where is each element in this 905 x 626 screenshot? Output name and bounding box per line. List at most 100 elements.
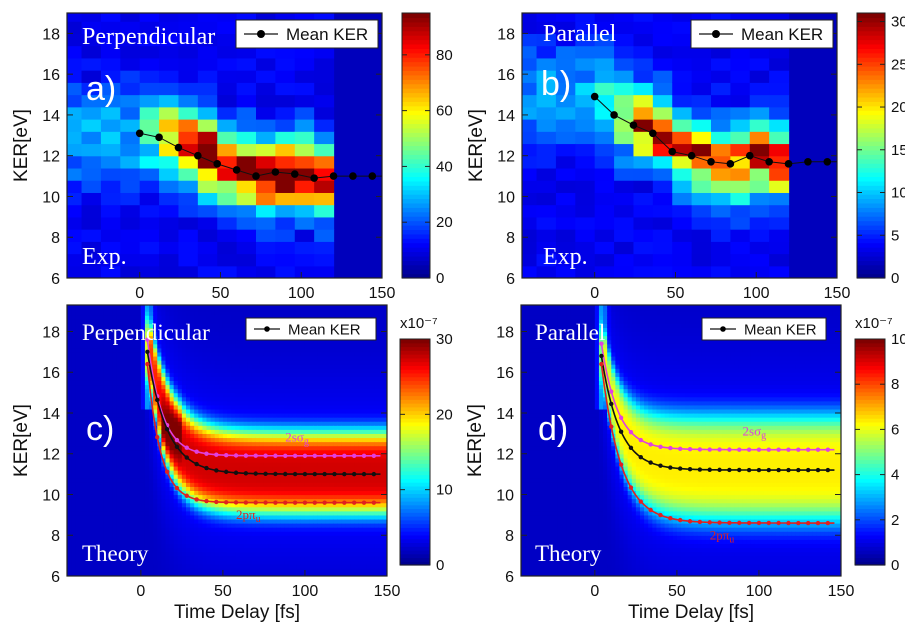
heatmap-cell (67, 506, 72, 512)
heatmap-cell (276, 518, 281, 524)
heatmap-cell (239, 478, 245, 483)
heatmap-cell (87, 567, 93, 573)
heatmap-cell (120, 384, 126, 390)
colorbar-segment (402, 57, 430, 63)
heatmap-cell (132, 347, 138, 353)
heatmap-cell (247, 412, 253, 418)
heatmap-cell (198, 551, 203, 557)
heatmap-cell (214, 543, 220, 549)
heatmap-cell (294, 265, 315, 278)
heatmap-cell (275, 180, 296, 193)
heatmap-cell (161, 331, 167, 337)
heatmap-cell (112, 535, 117, 540)
heatmap-cell (185, 400, 191, 406)
heatmap-cell (157, 355, 162, 361)
heatmap-cell (259, 551, 265, 557)
heatmap-cell (284, 433, 290, 439)
heatmap-cell (124, 319, 130, 324)
heatmap-cell (275, 155, 296, 169)
heatmap-cell (243, 531, 249, 536)
heatmap-cell (173, 311, 179, 316)
heatmap-cell (300, 311, 306, 316)
heatmap-cell (268, 339, 273, 345)
heatmap-cell (672, 82, 693, 96)
heatmap-cell (67, 364, 72, 369)
heatmap-cell (236, 119, 257, 132)
heatmap-cell (268, 461, 273, 467)
heatmap-cell (87, 400, 93, 406)
heatmap-cell (149, 449, 154, 455)
heatmap-cell (672, 21, 693, 34)
heatmap-cell (157, 311, 162, 316)
heatmap-cell (112, 478, 117, 483)
heatmap-cell (202, 486, 208, 492)
heatmap-cell (124, 396, 130, 402)
y-tick-label: 10 (497, 189, 515, 206)
heatmap-cell (81, 204, 102, 218)
colorbar-segment (402, 61, 430, 67)
heatmap-cell (108, 539, 113, 544)
heatmap-cell (75, 510, 80, 516)
heatmap-cell (210, 453, 216, 459)
heatmap-cell (169, 486, 175, 492)
heatmap-cell (300, 510, 306, 516)
heatmap-cell (95, 368, 101, 373)
heatmap-cell (173, 360, 179, 365)
heatmap-cell (263, 351, 269, 357)
heatmap-cell (153, 543, 158, 549)
heatmap-cell (128, 376, 134, 381)
heatmap-cell (210, 539, 216, 544)
heatmap-cell (144, 470, 150, 475)
heatmap-cell (103, 380, 109, 386)
heatmap-cell (218, 563, 224, 569)
heatmap-cell (280, 478, 286, 483)
colorbar-segment (857, 61, 885, 67)
heatmap-cell (71, 372, 76, 377)
heatmap-cell (144, 547, 150, 553)
heatmap-cell (140, 457, 146, 463)
heatmap-cell (120, 355, 126, 361)
heatmap-cell (268, 364, 273, 369)
heatmap-cell (190, 478, 195, 483)
heatmap-cell (243, 368, 249, 373)
heatmap-cell (161, 388, 167, 394)
heatmap-cell (91, 527, 97, 532)
heatmap-cell (112, 380, 117, 386)
heatmap-cell (149, 421, 154, 426)
heatmap-cell (235, 327, 240, 333)
heatmap-cell (177, 433, 183, 439)
heatmap-cell (83, 311, 89, 316)
heatmap-cell (153, 437, 158, 443)
heatmap-cell (169, 364, 175, 369)
heatmap-cell (263, 343, 269, 349)
heatmap-cell (112, 368, 117, 373)
heatmap-cell (181, 559, 187, 565)
heatmap-cell (633, 21, 654, 34)
heatmap-cell (206, 335, 212, 341)
heatmap-cell (112, 384, 117, 390)
heatmap-cell (218, 347, 224, 353)
heatmap-cell (272, 351, 277, 357)
heatmap-cell (235, 465, 240, 471)
heatmap-cell (594, 82, 615, 96)
heatmap-cell (214, 465, 220, 471)
heatmap-cell (87, 559, 93, 565)
heatmap-cell (95, 327, 101, 333)
heatmap-cell (169, 429, 175, 434)
heatmap-cell (288, 535, 294, 540)
heatmap-cell (161, 523, 167, 528)
heatmap-cell (87, 392, 93, 398)
heatmap-cell (67, 498, 72, 504)
heatmap-cell (198, 543, 203, 549)
heatmap-cell (263, 514, 269, 520)
heatmap-cell (227, 408, 232, 414)
heatmap-cell (280, 506, 286, 512)
heatmap-cell (300, 490, 306, 496)
heatmap-cell (91, 417, 97, 422)
heatmap-cell (132, 396, 138, 402)
heatmap-cell (210, 445, 216, 451)
heatmap-cell (120, 13, 141, 22)
heatmap-cell (594, 229, 615, 242)
heatmap-cell (272, 380, 277, 386)
heatmap-cell (296, 486, 302, 492)
